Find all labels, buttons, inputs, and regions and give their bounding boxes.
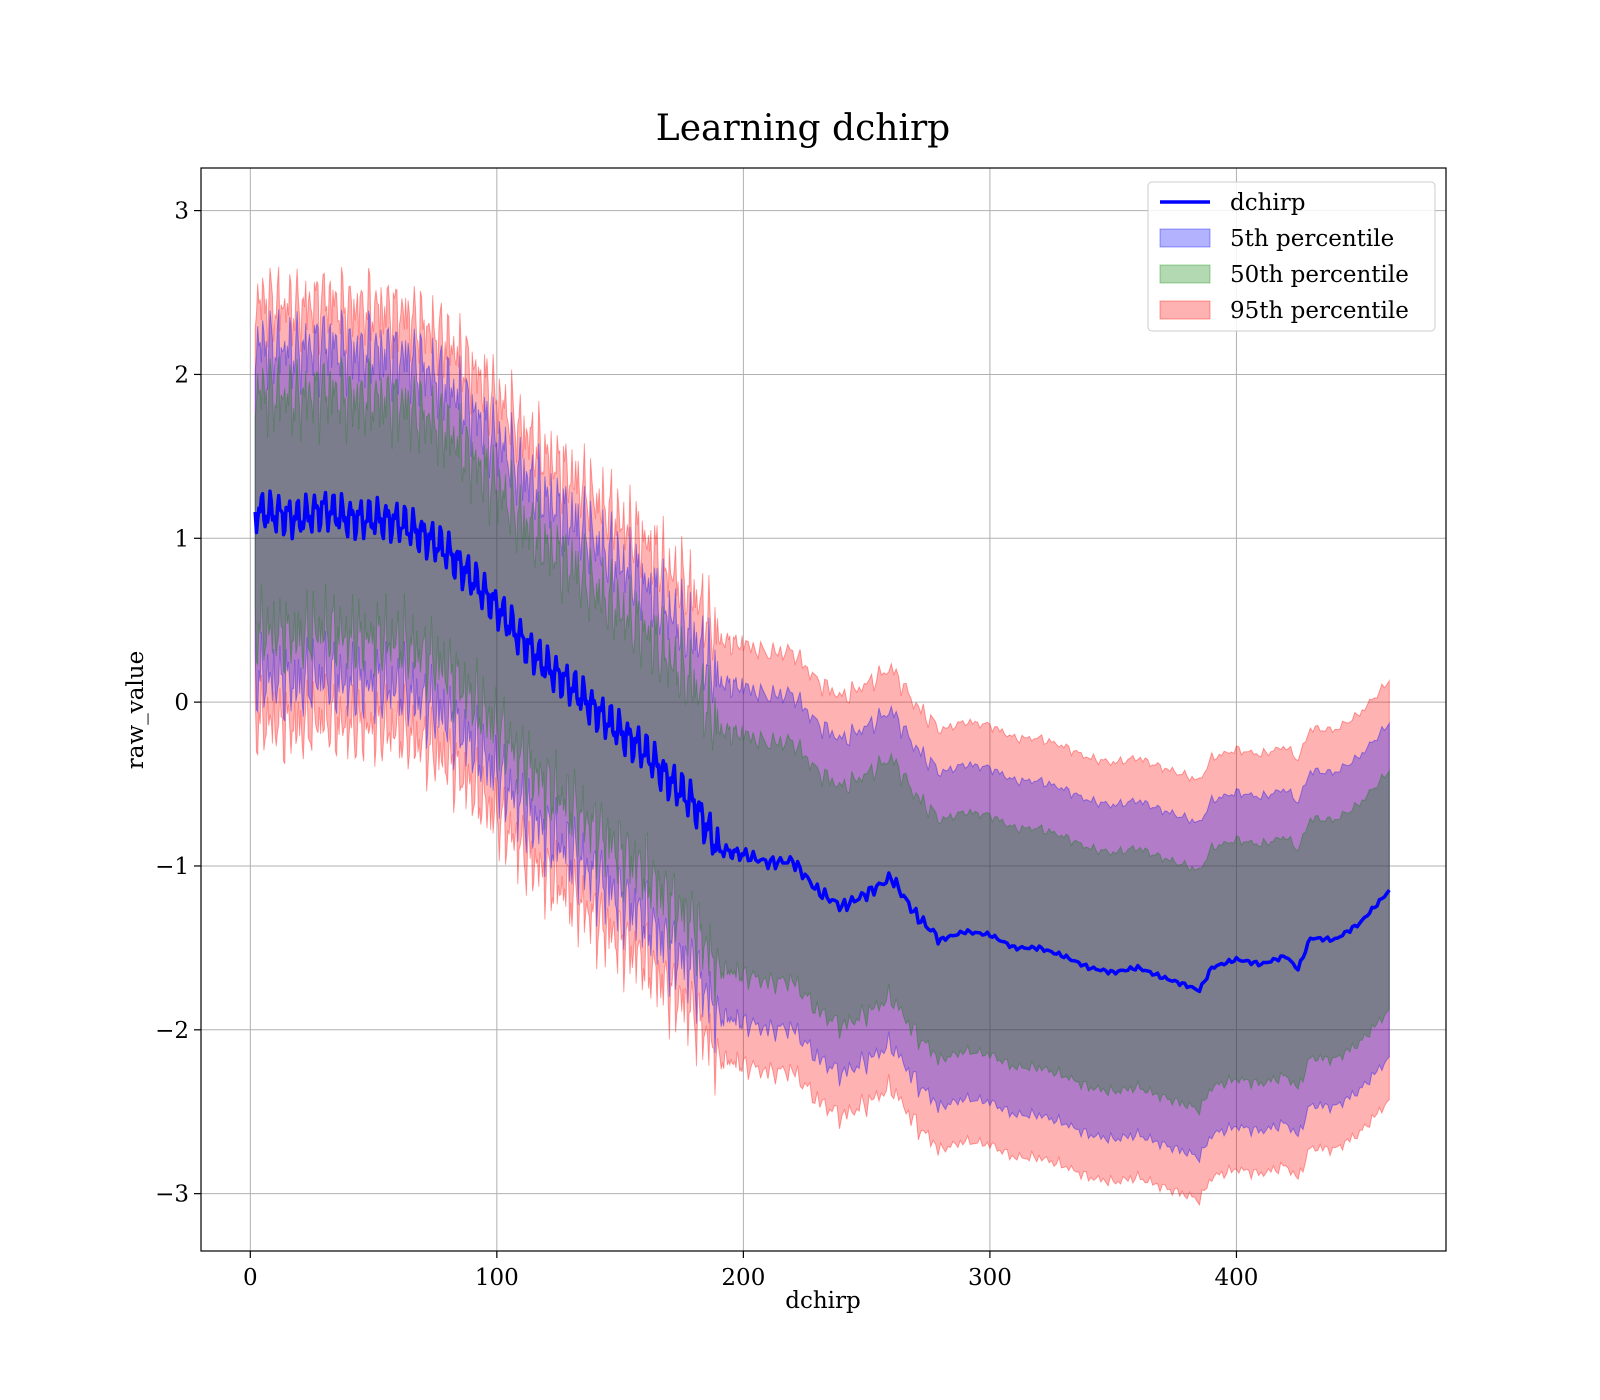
y-axis-label: raw_value [123, 651, 149, 769]
legend-patch-p50 [1159, 264, 1211, 284]
legend: dchirp 5th percentile 50th percentile 95th … [1147, 181, 1436, 332]
y-tick-label: 2 [174, 362, 189, 388]
y-axis-ticks: −3 −2 −1 0 1 2 3 [155, 199, 201, 1208]
legend-label-p5: 5th percentile [1230, 226, 1394, 252]
band-50th-percentile [254, 356, 1390, 1117]
x-tick-label: 400 [1214, 1265, 1258, 1291]
y-tick-label: −1 [155, 854, 189, 880]
y-tick-label: 3 [174, 199, 189, 225]
legend-patch-p5 [1159, 228, 1211, 248]
x-tick-label: 300 [968, 1265, 1012, 1291]
dchirp-series-line [253, 489, 1391, 994]
y-tick-label: −3 [155, 1182, 189, 1208]
plot-area [201, 168, 1446, 1251]
y-tick-label: 0 [174, 690, 189, 716]
x-tick-label: 200 [721, 1265, 765, 1291]
x-tick-label: 100 [475, 1265, 519, 1291]
legend-box [1147, 181, 1436, 332]
chart-title: Learning dchirp [656, 108, 950, 149]
y-tick-label: 1 [174, 526, 189, 552]
plot-frame [200, 167, 1447, 1252]
legend-label-line: dchirp [1230, 190, 1306, 216]
dchirp-line-layer [253, 489, 1391, 994]
x-axis-ticks: 0 100 200 300 400 [243, 1251, 1258, 1291]
x-tick-label: 0 [243, 1265, 258, 1291]
legend-patch-p95 [1159, 300, 1211, 320]
x-axis-label: dchirp [785, 1288, 861, 1314]
legend-label-p50: 50th percentile [1230, 262, 1409, 288]
y-tick-label: −2 [155, 1018, 189, 1044]
grid [201, 168, 1446, 1251]
band-5th-percentile [254, 309, 1390, 1164]
legend-label-p95: 95th percentile [1230, 298, 1409, 324]
